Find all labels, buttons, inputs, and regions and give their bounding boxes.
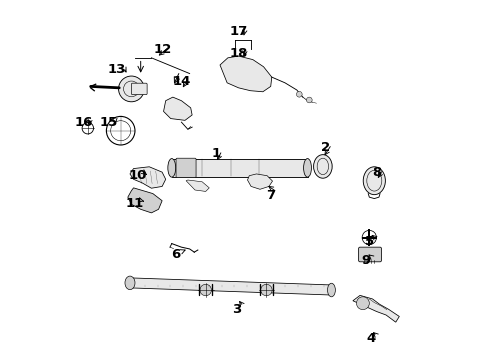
Ellipse shape — [327, 283, 335, 297]
Polygon shape — [130, 167, 166, 188]
Text: 16: 16 — [74, 116, 93, 129]
Ellipse shape — [314, 155, 332, 178]
Polygon shape — [353, 296, 399, 322]
Text: 13: 13 — [108, 63, 126, 76]
Text: 12: 12 — [154, 43, 172, 56]
Polygon shape — [128, 188, 162, 213]
Polygon shape — [130, 278, 334, 295]
Text: 4: 4 — [366, 333, 375, 346]
Text: 6: 6 — [171, 248, 180, 261]
Text: 9: 9 — [361, 254, 370, 267]
Polygon shape — [172, 158, 308, 177]
Text: 11: 11 — [125, 197, 144, 210]
FancyBboxPatch shape — [359, 247, 381, 262]
Ellipse shape — [304, 158, 312, 177]
FancyBboxPatch shape — [176, 158, 196, 177]
Text: 2: 2 — [321, 141, 330, 154]
Circle shape — [306, 97, 312, 103]
Text: 7: 7 — [266, 189, 275, 202]
Text: 15: 15 — [99, 116, 118, 129]
Circle shape — [119, 76, 144, 102]
Text: 8: 8 — [372, 166, 381, 179]
Text: 10: 10 — [129, 169, 147, 182]
Polygon shape — [186, 180, 209, 192]
Circle shape — [200, 284, 211, 296]
Polygon shape — [164, 97, 192, 120]
Ellipse shape — [168, 158, 176, 177]
Polygon shape — [220, 56, 272, 92]
Text: 18: 18 — [229, 47, 248, 60]
Ellipse shape — [363, 167, 386, 195]
Ellipse shape — [125, 276, 135, 290]
Text: 1: 1 — [211, 147, 220, 160]
Text: 5: 5 — [365, 235, 374, 248]
Circle shape — [261, 284, 272, 296]
Text: 14: 14 — [172, 75, 191, 88]
FancyBboxPatch shape — [131, 83, 147, 95]
Circle shape — [356, 297, 369, 310]
Polygon shape — [247, 174, 272, 189]
Text: 3: 3 — [233, 303, 242, 316]
Text: 17: 17 — [229, 25, 247, 38]
Circle shape — [296, 91, 302, 97]
